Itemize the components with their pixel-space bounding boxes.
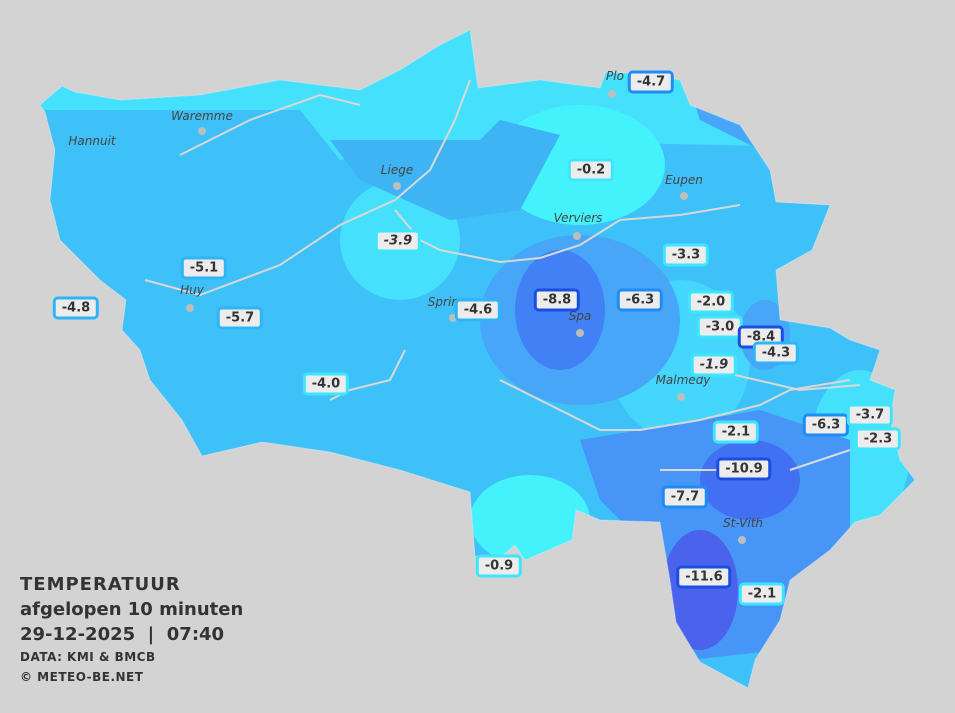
city-dot bbox=[576, 329, 584, 337]
city-label: Hannuit bbox=[68, 134, 116, 148]
city-dot bbox=[680, 192, 688, 200]
station-temperature-label[interactable]: -4.6 bbox=[454, 298, 502, 322]
city-label: Verviers bbox=[553, 211, 603, 225]
legend-title: TEMPERATUUR bbox=[20, 574, 181, 595]
legend-datetime: 29-12-2025 | 07:40 bbox=[20, 624, 225, 645]
station-temperature-label[interactable]: -0.2 bbox=[567, 158, 615, 182]
station-temperature-label[interactable]: -10.9 bbox=[716, 457, 772, 481]
city-dot bbox=[186, 304, 194, 312]
legend-subtitle: afgelopen 10 minuten bbox=[20, 599, 244, 620]
station-temperature-label[interactable]: -5.1 bbox=[180, 256, 228, 280]
city-label: Sprir bbox=[427, 295, 457, 309]
station-temperature-label[interactable]: -4.8 bbox=[52, 296, 100, 320]
city-dot bbox=[198, 127, 206, 135]
station-temperature-label[interactable]: -5.7 bbox=[216, 306, 264, 330]
station-temperature-label[interactable]: -1.9 bbox=[690, 353, 738, 377]
city-dot bbox=[608, 90, 616, 98]
city-label: Eupen bbox=[665, 173, 703, 187]
city-label: Waremme bbox=[171, 109, 233, 123]
legend: TEMPERATUUR afgelopen 10 minuten 29-12-2… bbox=[20, 572, 243, 687]
station-temperature-label[interactable]: -2.3 bbox=[854, 427, 902, 451]
city-dot bbox=[449, 314, 457, 322]
station-temperature-label[interactable]: -3.0 bbox=[696, 315, 744, 339]
borders-rivers bbox=[144, 79, 861, 471]
city-dot bbox=[677, 393, 685, 401]
legend-copyright: © METEO-BE.NET bbox=[20, 670, 144, 684]
city-label: Liege bbox=[380, 163, 414, 177]
legend-source: DATA: KMI & BMCB bbox=[20, 650, 156, 664]
station-temperature-label[interactable]: -4.0 bbox=[302, 372, 350, 396]
city-label: Huy bbox=[180, 283, 204, 297]
city-label: Plo bbox=[606, 69, 624, 83]
city-label: Malmedy bbox=[655, 373, 711, 387]
station-temperature-label[interactable]: -4.7 bbox=[627, 70, 675, 94]
station-temperature-label[interactable]: -2.1 bbox=[712, 420, 760, 444]
station-temperature-label[interactable]: -2.1 bbox=[738, 582, 786, 606]
station-temperature-label[interactable]: -3.7 bbox=[846, 403, 894, 427]
city-label: St-Vith bbox=[722, 516, 764, 530]
station-temperature-label[interactable]: -6.3 bbox=[616, 288, 664, 312]
city-label: Spa bbox=[568, 309, 592, 323]
station-temperature-label[interactable]: -8.8 bbox=[533, 288, 581, 312]
station-temperature-label[interactable]: -0.9 bbox=[475, 554, 523, 578]
station-temperature-label[interactable]: -3.9 bbox=[374, 229, 422, 253]
station-temperature-label[interactable]: -2.0 bbox=[687, 290, 735, 314]
station-temperature-label[interactable]: -11.6 bbox=[676, 565, 732, 589]
city-dot bbox=[738, 536, 746, 544]
city-dot bbox=[573, 232, 581, 240]
station-temperature-label[interactable]: -3.3 bbox=[662, 243, 710, 267]
city-dot bbox=[393, 182, 401, 190]
station-temperature-label[interactable]: -6.3 bbox=[802, 413, 850, 437]
station-temperature-label[interactable]: -7.7 bbox=[661, 485, 709, 509]
station-temperature-label[interactable]: -4.3 bbox=[752, 341, 800, 365]
